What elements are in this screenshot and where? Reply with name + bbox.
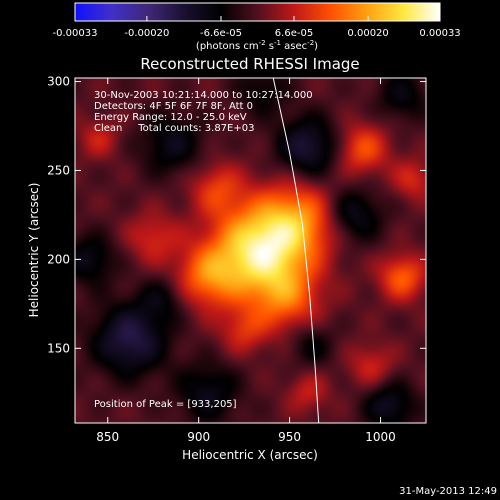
footer-date: 31-May-2013 12:49 — [399, 486, 497, 497]
colorbar-tick-label: -6.6e-05 — [200, 28, 242, 39]
x-axis-ticks: 850 900 950 1000 — [96, 78, 396, 444]
info-energy-range: Energy Range: 12.0 - 25.0 keV — [94, 112, 247, 123]
colorbar-tick-label: -0.00020 — [124, 28, 169, 39]
y-axis-ticks: 150 200 250 300 — [47, 75, 426, 355]
colorbar-units: (photons cm-2 s-1 asec-2) — [196, 39, 318, 52]
x-tick-label: 1000 — [365, 430, 396, 444]
solar-limb-curve — [272, 78, 320, 423]
colorbar-tick-label: 0.00033 — [419, 28, 460, 39]
colorbar-tick-label: 0.00020 — [347, 28, 388, 39]
x-axis-label: Heliocentric X (arcsec) — [182, 448, 318, 462]
y-tick-label: 300 — [47, 75, 70, 89]
x-tick-label: 950 — [278, 430, 301, 444]
x-tick-label: 900 — [187, 430, 210, 444]
peak-position-label: Position of Peak = [933,205] — [94, 399, 237, 410]
y-tick-label: 200 — [47, 252, 70, 266]
plot-frame — [74, 77, 427, 424]
y-tick-label: 150 — [47, 341, 70, 355]
colorbar-tick-label: 6.6e-05 — [275, 28, 313, 39]
observation-info: 30-Nov-2003 10:21:14.000 to 10:27:14.000… — [94, 90, 313, 134]
colorbar — [74, 2, 441, 22]
info-clean-counts: Clean Total counts: 3.87E+03 — [94, 123, 254, 134]
chart-title: Reconstructed RHESSI Image — [140, 55, 359, 73]
colorbar-tick-label: -0.00033 — [53, 28, 98, 39]
info-detectors: Detectors: 4F 5F 6F 7F 8F, Att 0 — [94, 101, 253, 112]
x-tick-label: 850 — [96, 430, 119, 444]
info-time-range: 30-Nov-2003 10:21:14.000 to 10:27:14.000 — [94, 90, 313, 101]
colorbar-ticks: -0.00033 -0.00020 -6.6e-05 6.6e-05 0.00020 0.… — [53, 16, 461, 39]
y-axis-label: Heliocentric Y (arcsec) — [27, 183, 41, 318]
y-tick-label: 250 — [47, 163, 70, 177]
heatmap-image — [75, 78, 426, 423]
